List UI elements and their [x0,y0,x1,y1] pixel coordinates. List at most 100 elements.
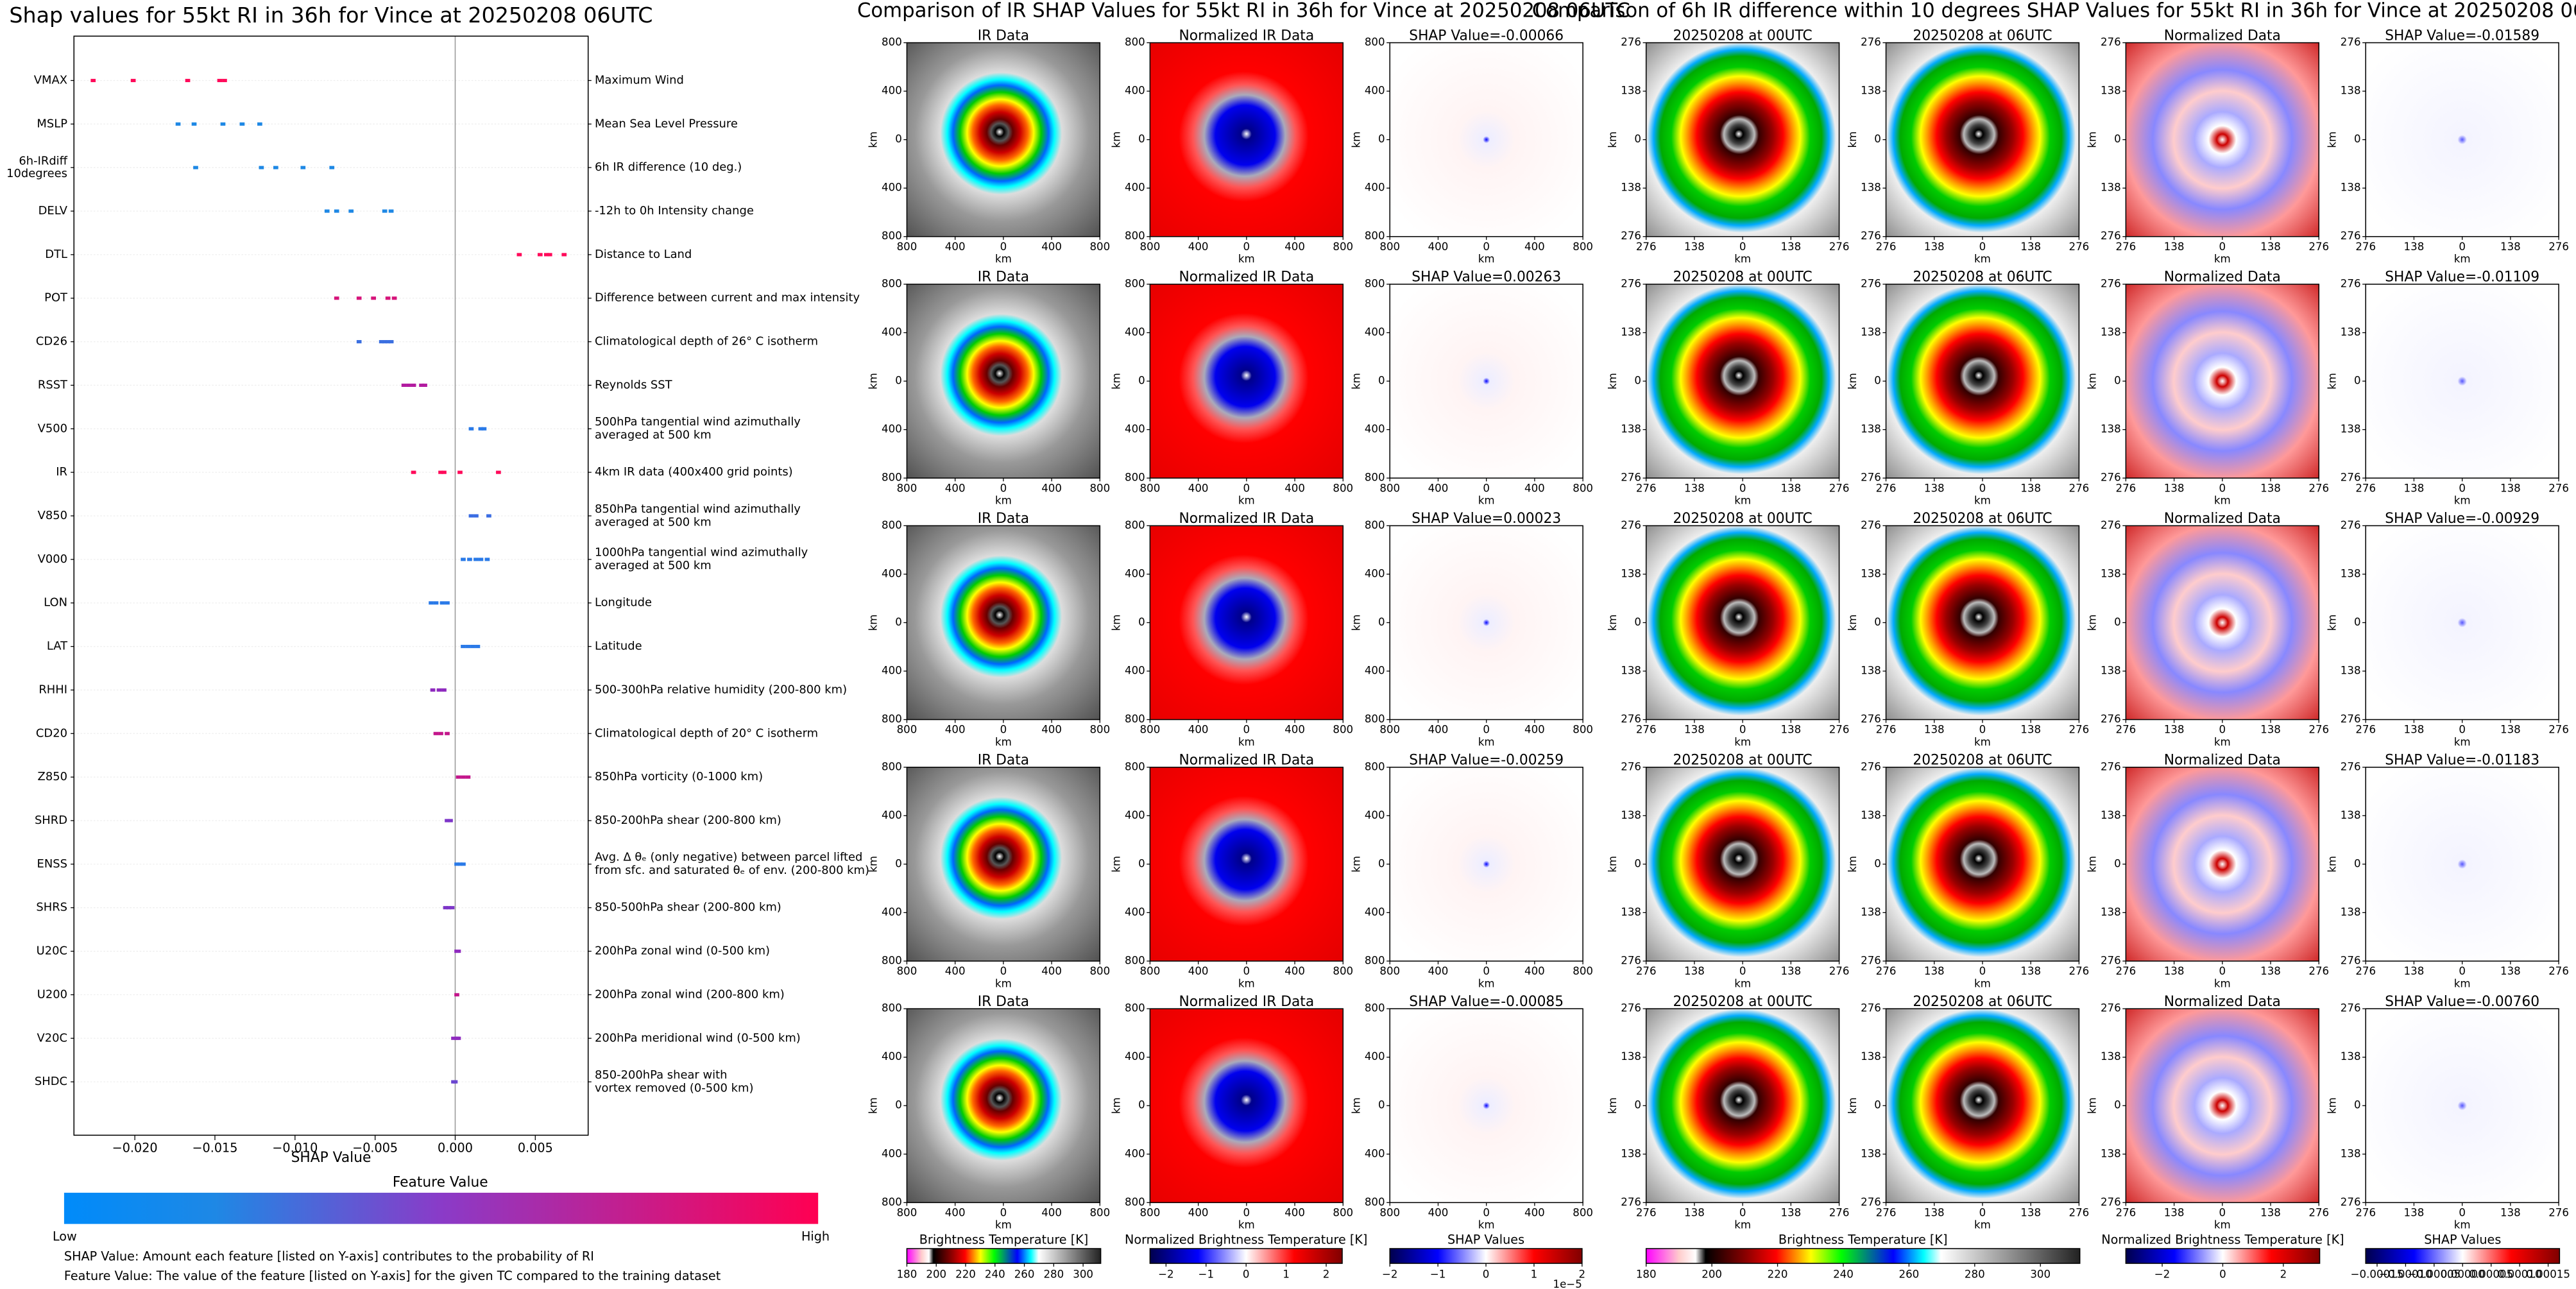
x-tick-label: 138 [1684,965,1705,977]
y-tick-label: 276 [2101,713,2121,725]
panel-image [1150,767,1343,961]
shap-point [329,166,335,169]
y-tick-label: 276 [1621,1196,1641,1208]
y-tick-label: 138 [1861,326,1881,338]
y-tick-label: 0 [1138,616,1145,628]
y-axis-label: km [2086,132,2099,148]
panel-image [1390,284,1583,479]
x-tick-label: −0.005 [352,1140,398,1155]
x-tick-label: 276 [1829,482,1850,494]
x-tick-label: 800 [1379,482,1400,494]
x-tick-label: 800 [897,724,917,736]
panel-image [907,767,1100,961]
y-tick-label: 800 [1365,230,1385,242]
shap-point [465,645,471,649]
shap-point [468,427,474,431]
panel-title: Normalized IR Data [1179,28,1315,44]
x-tick-label: 138 [2500,241,2521,253]
x-tick-label: 800 [1379,241,1400,253]
feature-code: CD20 [36,726,67,740]
y-axis-label: km [867,132,880,148]
y-tick-label: 138 [2101,1147,2121,1159]
shap-point [457,862,463,866]
y-tick-label: 0 [1138,375,1145,387]
x-tick-label: 0 [2219,965,2226,977]
shap-point [470,645,475,649]
y-tick-label: 400 [882,182,902,194]
shap-point [222,78,227,83]
panel-title: SHAP Value=0.00023 [1412,511,1561,527]
feature-description: 850-200hPa shear (200-800 km) [595,814,781,827]
x-tick-label: 276 [2548,965,2569,977]
figure-title: Comparison of 6h IR difference within 10… [1532,0,2576,22]
y-tick-label: 400 [1125,809,1145,821]
y-tick-label: 138 [2101,85,2121,97]
x-tick-label: 276 [2116,1206,2137,1218]
y-axis-label: km [1111,1097,1123,1114]
y-tick-label: 138 [2341,1050,2361,1063]
x-tick-label: 400 [945,724,966,736]
x-tick-label: 0 [1739,241,1746,253]
y-tick-label: 0 [1634,133,1641,145]
shap-point [439,601,445,605]
feature-description: Reynolds SST [595,378,672,391]
y-tick-label: 0 [1874,375,1881,387]
shap-point [461,558,466,561]
y-tick-label: 276 [2101,760,2121,773]
y-tick-label: 800 [1365,760,1385,773]
x-axis-label: km [1238,1219,1255,1231]
shap-point [239,122,245,126]
colorbar-tick-label: 1 [1531,1268,1538,1280]
feature-code: CD26 [36,335,67,348]
chart-title: Shap values for 55kt RI in 36h for Vince… [9,3,653,28]
feature-description: 850hPa vorticity (0-1000 km) [595,770,763,783]
y-tick-label: 800 [1125,760,1145,773]
feature-code: LON [44,596,67,610]
panel-image [1886,1009,2079,1203]
x-tick-label: 400 [1284,241,1305,253]
panel-image [2126,767,2319,961]
colorbar-tick-label: −2 [1382,1268,1398,1280]
y-axis-label: km [2086,373,2099,389]
shap-point [422,383,427,388]
colorbar-offset: 1e−5 [1553,1278,1582,1289]
feature-description: Maximum Wind [595,73,684,87]
y-tick-label: 400 [1125,1050,1145,1063]
shap-point [461,862,466,866]
x-tick-label: 276 [1876,482,1897,494]
panel-title: SHAP Value=0.00263 [1412,269,1561,286]
x-axis-label: km [1734,977,1751,989]
y-tick-label: 138 [2341,326,2361,338]
y-tick-label: 276 [2341,472,2361,484]
panel-title: SHAP Value=-0.00929 [2385,511,2539,527]
y-tick-label: 276 [1621,713,1641,725]
x-axis-label: km [2214,1219,2231,1231]
x-tick-label: 0 [1739,482,1746,494]
x-axis-label: km [2454,253,2471,265]
x-tick-label: 400 [1041,1206,1062,1218]
x-tick-label: 0 [1243,1206,1250,1218]
panel-title: 20250208 at 06UTC [1913,994,2052,1010]
y-tick-label: 0 [1634,1099,1641,1111]
panel-title: IR Data [978,269,1029,286]
feature-code: DTL [45,248,67,261]
y-tick-label: 276 [2341,277,2361,289]
panel-image [2126,284,2319,479]
x-tick-label: 138 [2164,965,2185,977]
y-tick-label: 138 [1861,809,1881,821]
x-tick-label: 138 [1924,724,1945,736]
x-tick-label: 0 [1483,724,1490,736]
x-tick-label: 400 [1428,965,1449,977]
colorbar [1150,1249,1342,1264]
colorbar [1646,1249,2080,1264]
x-tick-label: 0.000 [438,1140,473,1155]
feature-description: 850-200hPa shear with [595,1068,728,1082]
x-tick-label: 400 [1188,965,1209,977]
panel-image [907,284,1100,479]
y-tick-label: 800 [882,713,902,725]
y-tick-label: 400 [882,1050,902,1063]
y-tick-label: 276 [1621,1002,1641,1014]
colorbar-label: Brightness Temperature [K] [919,1233,1089,1247]
y-tick-label: 400 [1365,423,1385,435]
y-tick-label: 276 [2341,230,2361,242]
